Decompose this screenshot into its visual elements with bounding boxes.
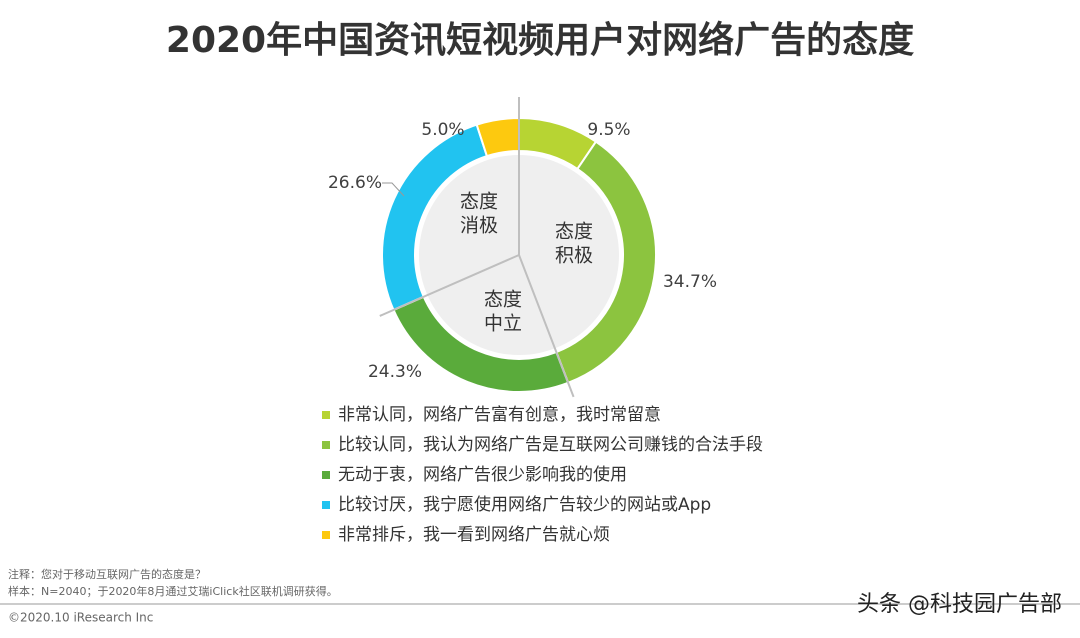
legend-label: 非常排斥，我一看到网络广告就心烦 <box>338 525 610 545</box>
note: 样本：N=2040；于2020年8月通过艾瑞iClick社区联机调研获得。 <box>8 584 338 598</box>
value-label: 26.6% <box>328 173 382 193</box>
footer: ©2020.10 iResearch Inc <box>8 611 153 625</box>
legend-swatch <box>322 531 330 539</box>
chart-title: 2020年中国资讯短视频用户对网络广告的态度 <box>166 19 914 61</box>
group-label: 积极 <box>555 245 593 267</box>
value-label: 34.7% <box>663 272 717 292</box>
legend-swatch <box>322 471 330 479</box>
group-label: 态度 <box>555 221 593 243</box>
legend-label: 比较认同，我认为网络广告是互联网公司赚钱的合法手段 <box>338 435 763 455</box>
legend-label: 无动于衷，网络广告很少影响我的使用 <box>338 464 627 485</box>
legend-label: 非常认同，网络广告富有创意，我时常留意 <box>338 405 661 425</box>
legend-swatch <box>322 501 330 509</box>
leader-line <box>382 182 405 197</box>
value-label: 24.3% <box>368 362 422 382</box>
legend-swatch <box>322 411 330 419</box>
value-label: 5.0% <box>421 120 464 140</box>
legend-swatch <box>322 441 330 449</box>
note: 注释：您对于移动互联网广告的态度是？ <box>8 567 206 581</box>
group-divider <box>379 254 520 317</box>
value-label: 9.5% <box>587 120 630 140</box>
watermark: 头条 @科技园广告部 <box>857 592 1062 617</box>
group-label: 消极 <box>460 215 498 237</box>
group-label: 中立 <box>484 313 522 335</box>
group-label: 态度 <box>484 289 522 311</box>
legend-label: 比较讨厌，我宁愿使用网络广告较少的网站或App <box>338 494 711 515</box>
group-label: 态度 <box>460 191 498 213</box>
group-divider <box>518 254 575 398</box>
